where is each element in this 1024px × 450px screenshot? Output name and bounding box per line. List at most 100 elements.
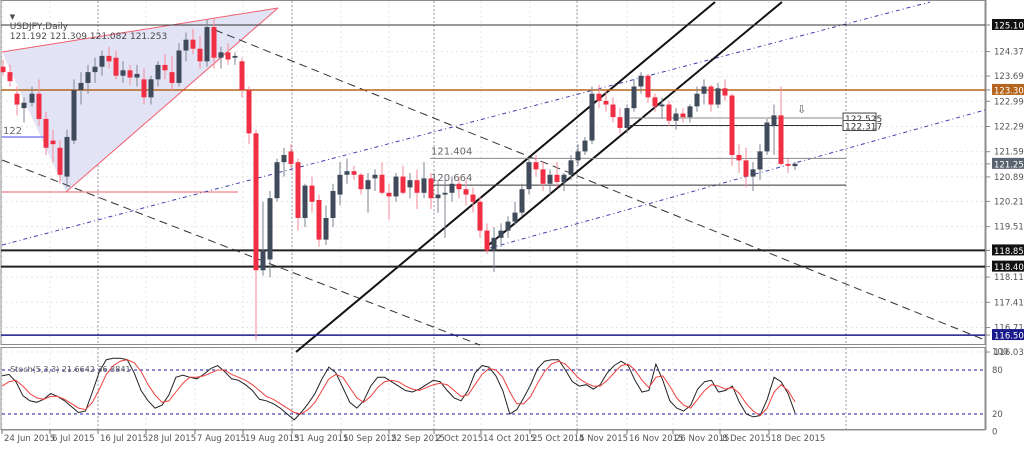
date-tick: 18 Dec 2015 [771,434,825,444]
stoch-d-line [1,359,796,417]
candle [0,66,6,73]
date-tick: 25 Oct 2015 [532,434,585,444]
candle [750,169,756,177]
candle [659,104,665,107]
candle [372,174,378,179]
candle [631,86,637,109]
date-tick: 22 Sep 2015 [391,434,445,444]
candle [127,70,133,78]
candle [379,174,385,193]
candle [309,185,315,202]
candle [351,171,357,175]
stoch-tick: 20 [992,410,1003,420]
candle [197,48,203,62]
price-label: 123.305 [994,86,1024,96]
candle [603,100,609,105]
down-arrow-icon[interactable]: ⇩ [797,103,806,116]
price-tick: 116.030 [994,348,1024,358]
price-tick: 123.690 [994,72,1024,82]
candle [456,183,462,190]
boxed-level-label: 122.317 [845,123,882,133]
rising-channel-upper[interactable] [295,1,716,353]
collapse-caret-icon[interactable]: ▼ [9,13,16,21]
candle [337,174,343,195]
candle [491,237,497,251]
candle [316,199,322,240]
candle [57,147,63,175]
date-tick: 7 Aug 2015 [197,434,246,444]
candle [498,230,504,238]
candle [582,140,588,152]
candle [232,55,238,58]
candle [281,154,287,163]
candle [715,88,721,105]
stoch-k-line [1,357,796,421]
candle [225,52,231,60]
candle [183,39,189,51]
candle [785,163,791,166]
candle [134,73,140,78]
candle [148,79,154,98]
candle [708,86,714,105]
price-label: 121.253 [994,160,1024,170]
candle [288,151,294,164]
candle [449,183,455,193]
candle [575,151,581,161]
candle [771,115,777,127]
candle [176,50,182,83]
descending-trendline-upper[interactable] [214,29,986,341]
ohlc-values: 121.192 121.309 121.082 121.253 [9,32,168,42]
candle [533,162,539,170]
date-tick: 2 Oct 2015 [436,434,483,444]
candle [29,93,35,103]
rising-channel-lower[interactable] [484,1,783,249]
candle [274,162,280,199]
price-tick: 122.290 [994,123,1024,133]
date-tick: 14 Oct 2015 [483,434,536,444]
descending-trendline-lower[interactable] [1,159,481,346]
candle [540,169,546,184]
candle [246,90,252,134]
stochastic-label: Stoch(5,3,3) 21.6642 36.3841 [10,365,131,374]
candle [106,55,112,62]
channel-upper-blue[interactable] [1,1,931,246]
level-label: 121.404 [431,146,472,157]
candle [729,95,735,155]
candle [260,250,266,271]
stochastic-header: Stoch(5,3,3) 21.6642 36.3841 [5,356,131,374]
candle [645,75,651,98]
candle [554,174,560,182]
candle [589,93,595,141]
candle [85,72,91,83]
price-label: 118.400 [994,263,1024,273]
candle [666,104,672,121]
candle [120,70,126,76]
candle [680,113,686,118]
date-tick: 8 Dec 2015 [722,434,771,444]
date-tick: 19 Aug 2015 [245,434,299,444]
price-tick: 121.590 [994,148,1024,158]
candle [239,61,245,91]
candle [414,180,420,193]
stoch-tick: 0 [992,428,997,438]
stochastic-pane[interactable] [0,347,986,430]
channel-lower-blue[interactable] [489,109,986,249]
candle [71,90,77,141]
candle [14,93,20,105]
symbol-name: USDJPY,Daily [9,22,68,32]
candle [526,162,532,190]
candle [36,93,42,119]
stoch-tick: 80 [992,366,1003,376]
price-axis[interactable]: 125.108 124.370 123.690 123.305122.990 122.2… [985,0,1024,446]
candle [764,122,770,152]
candle [99,55,105,67]
candle [673,113,679,121]
candle [78,82,84,91]
stoch-tick: 100 [992,347,1008,357]
candle [218,52,224,58]
price-label: 116.500 [994,332,1024,342]
candle [393,176,399,197]
